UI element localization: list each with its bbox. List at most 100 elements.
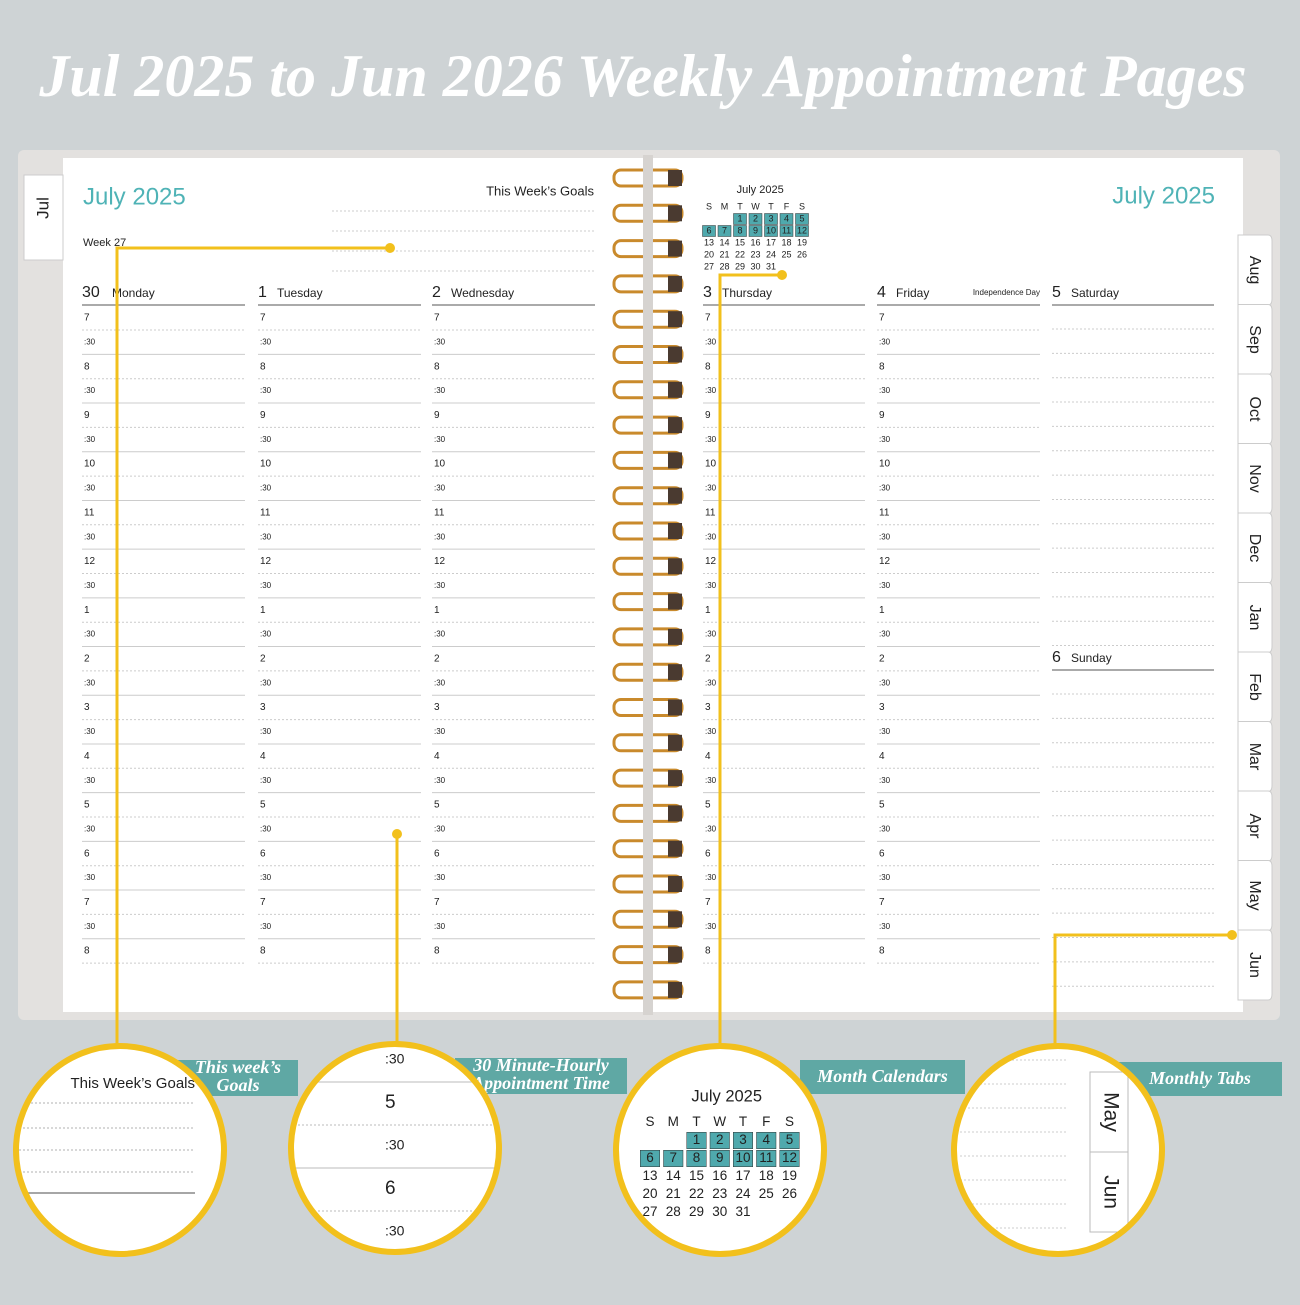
time-label: :30 xyxy=(84,532,96,541)
weekday: S xyxy=(785,1114,794,1129)
calendar-day: 20 xyxy=(642,1186,657,1201)
time-label: :30 xyxy=(260,678,272,687)
time-label: 5 xyxy=(260,800,266,811)
time-label: 8 xyxy=(434,946,440,957)
time-label: 7 xyxy=(84,897,90,908)
time-label: :30 xyxy=(434,581,446,590)
time-label: 11 xyxy=(705,507,716,518)
time-label: 8 xyxy=(879,946,885,957)
weekday: F xyxy=(762,1114,770,1129)
time-label: 7 xyxy=(84,313,90,324)
connector-dot xyxy=(1227,930,1237,940)
calendar-day: 31 xyxy=(735,1204,750,1219)
time-label: 7 xyxy=(260,313,266,324)
time-label: :30 xyxy=(434,386,446,395)
calendar-day: 19 xyxy=(782,1168,797,1183)
time-label: :30 xyxy=(434,678,446,687)
time-label: :30 xyxy=(879,532,891,541)
calendar-day: 25 xyxy=(781,249,791,259)
spiral-hole xyxy=(668,981,682,998)
calendar-day: 4 xyxy=(762,1132,770,1147)
time-label: :30 xyxy=(260,727,272,736)
time-label: :30 xyxy=(260,581,272,590)
time-label: 11 xyxy=(879,507,890,518)
time-label: 5 xyxy=(385,1092,396,1113)
calendar-day: 1 xyxy=(693,1132,701,1147)
spiral-hole xyxy=(668,523,682,539)
calendar-day: 3 xyxy=(739,1132,747,1147)
calendar-day: 1 xyxy=(737,213,742,223)
calendar-day: 15 xyxy=(735,237,745,247)
highlight xyxy=(756,1132,777,1149)
time-label: 6 xyxy=(385,1178,396,1199)
time-label: 10 xyxy=(260,459,272,470)
weekday: W xyxy=(713,1114,726,1129)
time-label: 7 xyxy=(260,897,266,908)
time-label: :30 xyxy=(260,435,272,444)
spiral-hole xyxy=(668,240,682,257)
time-label: 9 xyxy=(84,410,90,421)
time-label: 10 xyxy=(434,459,446,470)
time-label: :30 xyxy=(879,435,891,444)
highlight xyxy=(663,1150,684,1167)
calendar-day: 16 xyxy=(750,237,760,247)
day-name: Tuesday xyxy=(277,286,323,300)
calendar-day: 5 xyxy=(786,1132,794,1147)
zoom-ring xyxy=(613,1043,827,1257)
time-label: 5 xyxy=(705,800,711,811)
time-label: :30 xyxy=(260,484,272,493)
day-number: 6 xyxy=(1052,649,1061,666)
spiral-hole xyxy=(668,452,682,469)
time-label: :30 xyxy=(434,630,446,639)
zoom-ring xyxy=(951,1043,1165,1257)
time-label: :30 xyxy=(705,776,717,785)
callout-label: Month Calendars xyxy=(816,1066,948,1086)
time-label: :30 xyxy=(879,873,891,882)
time-label: 7 xyxy=(879,313,885,324)
time-label: :30 xyxy=(879,678,891,687)
spiral-hole xyxy=(668,664,682,681)
time-label: 8 xyxy=(705,946,711,957)
time-label: :30 xyxy=(260,873,272,882)
tab-label: Mar xyxy=(1246,743,1263,771)
tab-label: May xyxy=(1099,1092,1122,1132)
day-note: Independence Day xyxy=(973,288,1040,297)
time-label: 9 xyxy=(705,410,711,421)
highlight xyxy=(748,213,763,225)
spiral-hole xyxy=(668,417,682,434)
spiral-hole xyxy=(668,734,682,751)
calendar-day: 27 xyxy=(642,1204,657,1219)
connector-dot xyxy=(777,270,787,280)
weekday: W xyxy=(751,201,760,211)
time-label: :30 xyxy=(705,337,717,346)
tab-label: Nov xyxy=(1246,464,1263,492)
calendar-day: 22 xyxy=(689,1186,704,1201)
time-label: :30 xyxy=(879,630,891,639)
calendar-day: 15 xyxy=(689,1168,704,1183)
calendar-day: 24 xyxy=(766,249,776,259)
time-label: 6 xyxy=(879,848,885,859)
highlight xyxy=(733,225,747,237)
weekday: T xyxy=(739,1114,747,1129)
highlight xyxy=(748,225,763,237)
connector-dot xyxy=(392,829,402,839)
tab-label: Feb xyxy=(1246,673,1263,701)
calendar-day: 23 xyxy=(712,1186,727,1201)
left-page xyxy=(63,158,643,1012)
time-label: 3 xyxy=(705,702,711,713)
spiral-hole xyxy=(668,558,682,575)
spiral-hole xyxy=(668,946,682,963)
calendar-day: 4 xyxy=(784,213,789,223)
month-title: July 2025 xyxy=(1112,182,1215,209)
calendar-day: 20 xyxy=(704,249,714,259)
time-label: 2 xyxy=(84,654,90,665)
time-label: 1 xyxy=(84,605,90,616)
mini-calendar-title: July 2025 xyxy=(691,1087,762,1105)
calendar-day: 11 xyxy=(782,225,791,235)
spiral-hole xyxy=(668,840,682,857)
time-label: :30 xyxy=(84,386,96,395)
spiral-hole xyxy=(668,311,682,328)
spiral-hole xyxy=(668,593,682,610)
